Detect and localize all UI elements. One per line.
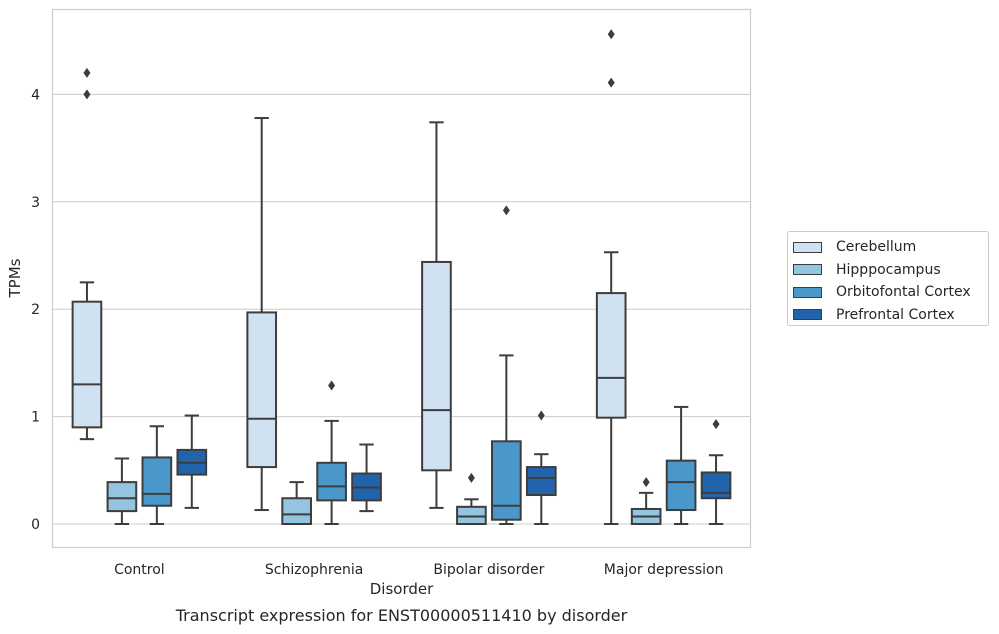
legend: Cerebellum Hipppocampus Orbitofontal Cor… xyxy=(787,231,989,326)
iqr-box xyxy=(281,497,312,525)
x-tick-label: Schizophrenia xyxy=(265,562,363,578)
y-tick-label: 4 xyxy=(31,87,40,103)
legend-item-orbitofrontal-cortex: Orbitofontal Cortex xyxy=(793,281,988,304)
iqr-box xyxy=(141,456,173,507)
outlier-point xyxy=(607,29,615,40)
outlier-point xyxy=(712,419,720,430)
iqr-box xyxy=(665,459,697,512)
box-prefrontal-cortex xyxy=(176,414,208,509)
box-hipppocampus xyxy=(106,457,138,525)
plot-area-frame xyxy=(51,8,752,549)
x-tick-label: Control xyxy=(114,562,165,578)
y-tick-label: 2 xyxy=(31,302,40,318)
legend-item-hippocampus: Hipppocampus xyxy=(793,259,988,282)
box-orbitofontal-cortex xyxy=(141,425,173,525)
box-prefrontal-cortex xyxy=(700,419,732,525)
box-hipppocampus xyxy=(281,481,312,525)
legend-swatch xyxy=(793,241,822,253)
outlier-point xyxy=(607,77,615,88)
box-orbitofontal-cortex xyxy=(316,380,347,525)
box-prefrontal-cortex xyxy=(525,410,557,525)
iqr-box xyxy=(491,440,522,521)
box-orbitofontal-cortex xyxy=(665,405,697,525)
outlier-point xyxy=(328,380,336,391)
legend-label: Prefrontal Cortex xyxy=(836,306,955,323)
iqr-box xyxy=(106,481,138,513)
x-axis-ticks: Control Schizophrenia Bipolar disorder Majo… xyxy=(114,562,723,578)
legend-swatch xyxy=(793,264,822,276)
box-prefrontal-cortex xyxy=(351,443,382,513)
box-orbitofontal-cortex xyxy=(491,205,522,525)
x-tick-label: Major depression xyxy=(604,562,724,578)
y-axis-label: TPMs xyxy=(6,258,24,298)
outlier-point xyxy=(537,410,545,421)
x-tick-label: Bipolar disorder xyxy=(433,562,544,578)
legend-item-cerebellum: Cerebellum xyxy=(793,236,988,259)
legend-label: Orbitofontal Cortex xyxy=(836,284,971,301)
y-tick-label: 1 xyxy=(31,410,40,426)
iqr-box xyxy=(595,292,627,419)
chart-title: Transcript expression for ENST0000051141… xyxy=(175,606,628,625)
y-tick-label: 0 xyxy=(31,517,40,533)
outlier-point xyxy=(83,67,91,78)
legend-swatch xyxy=(793,309,822,321)
outlier-point xyxy=(502,205,510,216)
legend-label: Hipppocampus xyxy=(836,261,941,278)
box-hipppocampus xyxy=(456,472,487,526)
iqr-box xyxy=(456,505,487,526)
iqr-box xyxy=(316,461,347,502)
iqr-box xyxy=(246,311,278,469)
legend-swatch xyxy=(793,286,822,298)
y-tick-label: 3 xyxy=(31,195,40,211)
x-axis-label: Disorder xyxy=(369,580,434,598)
box-cerebellum xyxy=(246,117,278,512)
iqr-box xyxy=(525,466,557,497)
outlier-point xyxy=(467,472,475,483)
legend-label: Cerebellum xyxy=(836,239,917,256)
outlier-point xyxy=(83,89,91,100)
box-cerebellum xyxy=(71,67,103,441)
box-plots xyxy=(71,29,732,526)
box-cerebellum xyxy=(421,121,452,509)
box-hipppocampus xyxy=(630,477,662,525)
iqr-box xyxy=(421,260,452,472)
iqr-box xyxy=(700,471,732,500)
outlier-point xyxy=(642,477,650,488)
y-axis-ticks: 0 1 2 3 4 xyxy=(31,87,40,533)
box-cerebellum xyxy=(595,29,627,525)
iqr-box xyxy=(71,300,103,429)
legend-item-prefrontal-cortex: Prefrontal Cortex xyxy=(793,304,988,327)
